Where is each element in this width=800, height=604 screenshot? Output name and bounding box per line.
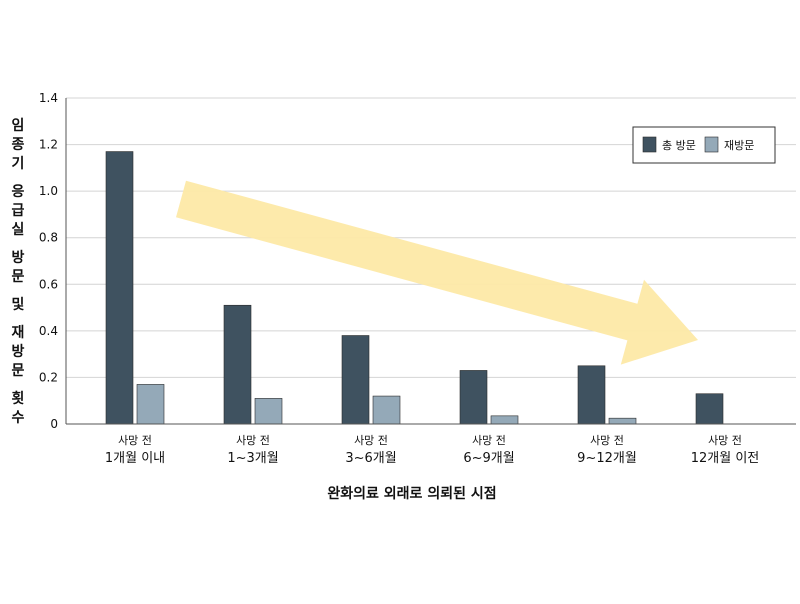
y-tick-label: 1.2 (39, 138, 58, 152)
bar-total-visits (105, 151, 134, 425)
trend-arrow (176, 180, 698, 365)
bar-total-visits (459, 370, 488, 425)
y-tick-label: 1.0 (39, 184, 58, 198)
legend: 총 방문 재방문 (632, 126, 776, 164)
y-tick-label: 0 (50, 417, 58, 431)
y-tick-label: 1.4 (39, 91, 58, 105)
x-tick-label: 1개월 이내 (105, 451, 165, 466)
legend-box (632, 126, 776, 164)
x-tick-label: 사망 전 (708, 434, 742, 447)
x-axis-title: 완화의료 외래로 의뢰된 시점 (327, 485, 496, 502)
bar-revisits (254, 398, 283, 425)
bar-total-visits (577, 365, 606, 425)
bar-revisits (608, 417, 637, 425)
bar-total-visits (341, 335, 370, 425)
axes: 0 0.2 0.4 0.6 0.8 1.0 1.2 1.4 (39, 91, 796, 431)
bar-revisits (490, 415, 519, 425)
x-tick-label: 12개월 이전 (691, 451, 760, 466)
legend-swatch (642, 136, 657, 153)
x-tick-label: 사망 전 (236, 434, 270, 447)
y-tick-label: 0.6 (39, 277, 58, 291)
y-tick-label: 0.8 (39, 231, 58, 245)
trend-arrow-shape (176, 180, 698, 365)
legend-label: 총 방문 (662, 139, 696, 152)
legend-swatch (704, 136, 719, 153)
y-tick-label: 0.2 (39, 370, 58, 384)
x-tick-label: 6~9개월 (463, 451, 514, 466)
bar-total-visits (695, 393, 724, 425)
labels: 사망 전 1개월 이내 사망 전 1~3개월 사망 전 3~6개월 사망 전 6~9개월 사망 … (12, 118, 760, 502)
bar-revisits (136, 384, 165, 425)
x-tick-label: 1~3개월 (227, 451, 278, 466)
legend-label: 재방문 (724, 139, 754, 152)
x-tick-label: 사망 전 (590, 434, 624, 447)
x-tick-label: 사망 전 (472, 434, 506, 447)
y-tick-label: 0.4 (39, 324, 58, 338)
x-tick-label: 3~6개월 (345, 451, 396, 466)
bar-revisits (372, 395, 401, 425)
x-tick-label: 9~12개월 (577, 451, 637, 466)
x-tick-label: 사망 전 (118, 434, 152, 447)
x-tick-label: 사망 전 (354, 434, 388, 447)
bars (105, 151, 724, 425)
bar-total-visits (223, 304, 252, 425)
